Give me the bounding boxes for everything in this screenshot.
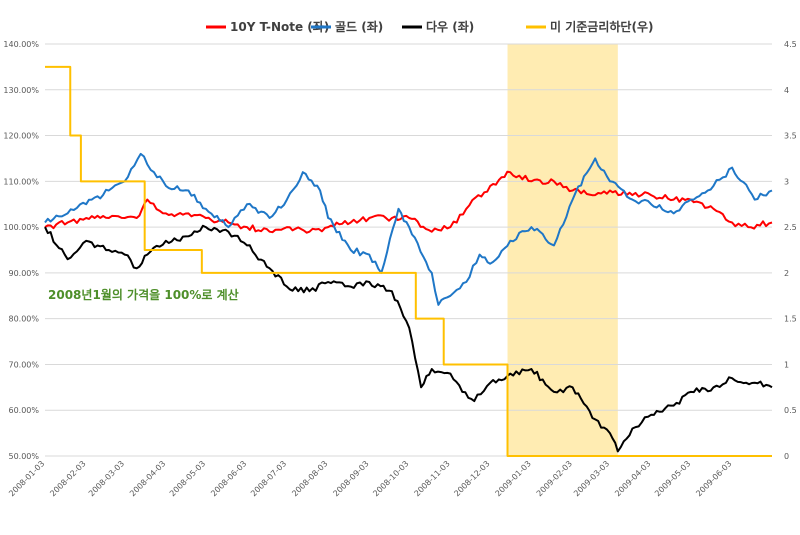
right-tick-label: 2: [784, 269, 789, 278]
series-line: [45, 65, 772, 457]
right-tick-label: 0.5: [784, 406, 797, 415]
series-line: [44, 170, 773, 234]
legend-label: 다우 (좌): [426, 19, 474, 34]
annotation-text: 2008년1월의 가격을 100%로 계산: [48, 287, 239, 302]
legend-label: 미 기준금리하단(우): [550, 19, 653, 34]
legend-label: 골드 (좌): [335, 19, 383, 34]
legend: 10Y T-Note (좌) 골드 (좌) 다우 (좌) 미 기준금리하단(우): [206, 19, 653, 34]
right-tick-label: 3.5: [784, 132, 797, 141]
left-axis-ticks: 50.00% 60.00% 70.00% 80.00% 90.00% 100.00% 110…: [3, 40, 39, 461]
left-tick-label: 110.00%: [3, 177, 39, 186]
right-tick-label: 4: [784, 86, 789, 95]
left-tick-label: 120.00%: [3, 132, 39, 141]
left-tick-label: 90.00%: [8, 269, 39, 278]
left-tick-label: 100.00%: [3, 223, 39, 232]
series-line: [44, 224, 773, 453]
left-tick-label: 80.00%: [8, 315, 39, 324]
right-tick-label: 1.5: [784, 315, 797, 324]
right-tick-label: 3: [784, 177, 789, 186]
series-line: [44, 152, 773, 306]
right-tick-label: 1: [784, 360, 789, 369]
left-tick-label: 70.00%: [8, 360, 39, 369]
series-lines: [44, 65, 773, 457]
right-axis-ticks: 0 0.5 1 1.5 2 2.5 3 3.5 4 4.5: [784, 40, 797, 461]
highlight-band: [507, 44, 618, 456]
legend-label: 10Y T-Note (좌): [230, 19, 329, 34]
left-tick-label: 60.00%: [8, 406, 39, 415]
right-tick-label: 4.5: [784, 40, 797, 49]
left-tick-label: 130.00%: [3, 86, 39, 95]
right-tick-label: 0: [784, 452, 789, 461]
left-tick-label: 140.00%: [3, 40, 39, 49]
right-tick-label: 2.5: [784, 223, 797, 232]
left-tick-label: 50.00%: [8, 452, 39, 461]
